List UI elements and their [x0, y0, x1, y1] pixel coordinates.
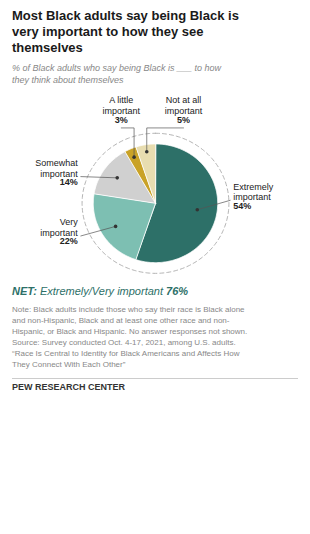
html-text:% of Black adults who say bein: % of Black adults who say being Black is…: [12, 63, 222, 85]
svg-text:14%: 14%: [60, 177, 78, 187]
svg-text:22%: 22%: [60, 236, 78, 246]
svg-text:Veryimportant: Veryimportant: [40, 217, 78, 238]
html-text:Note: Black adults include tho: Note: Black adults include those who say…: [12, 305, 248, 369]
html-text:Most Black adults say being Bl: Most Black adults say being Black is ver…: [12, 8, 239, 55]
html-text:PEW RESEARCH CENTER: PEW RESEARCH CENTER: [12, 382, 125, 392]
svg-text:Extremelyimportant: Extremelyimportant: [233, 182, 274, 203]
svg-text:54%: 54%: [233, 201, 251, 211]
svg-text:Not at allimportant: Not at allimportant: [165, 95, 203, 116]
svg-text:5%: 5%: [177, 115, 190, 125]
svg-text:Somewhatimportant: Somewhatimportant: [35, 158, 78, 179]
html-text:NET: Extremely/Very important: NET: Extremely/Very important 76%: [12, 285, 189, 297]
svg-text:A littleimportant: A littleimportant: [103, 95, 141, 116]
svg-text:3%: 3%: [115, 115, 128, 125]
